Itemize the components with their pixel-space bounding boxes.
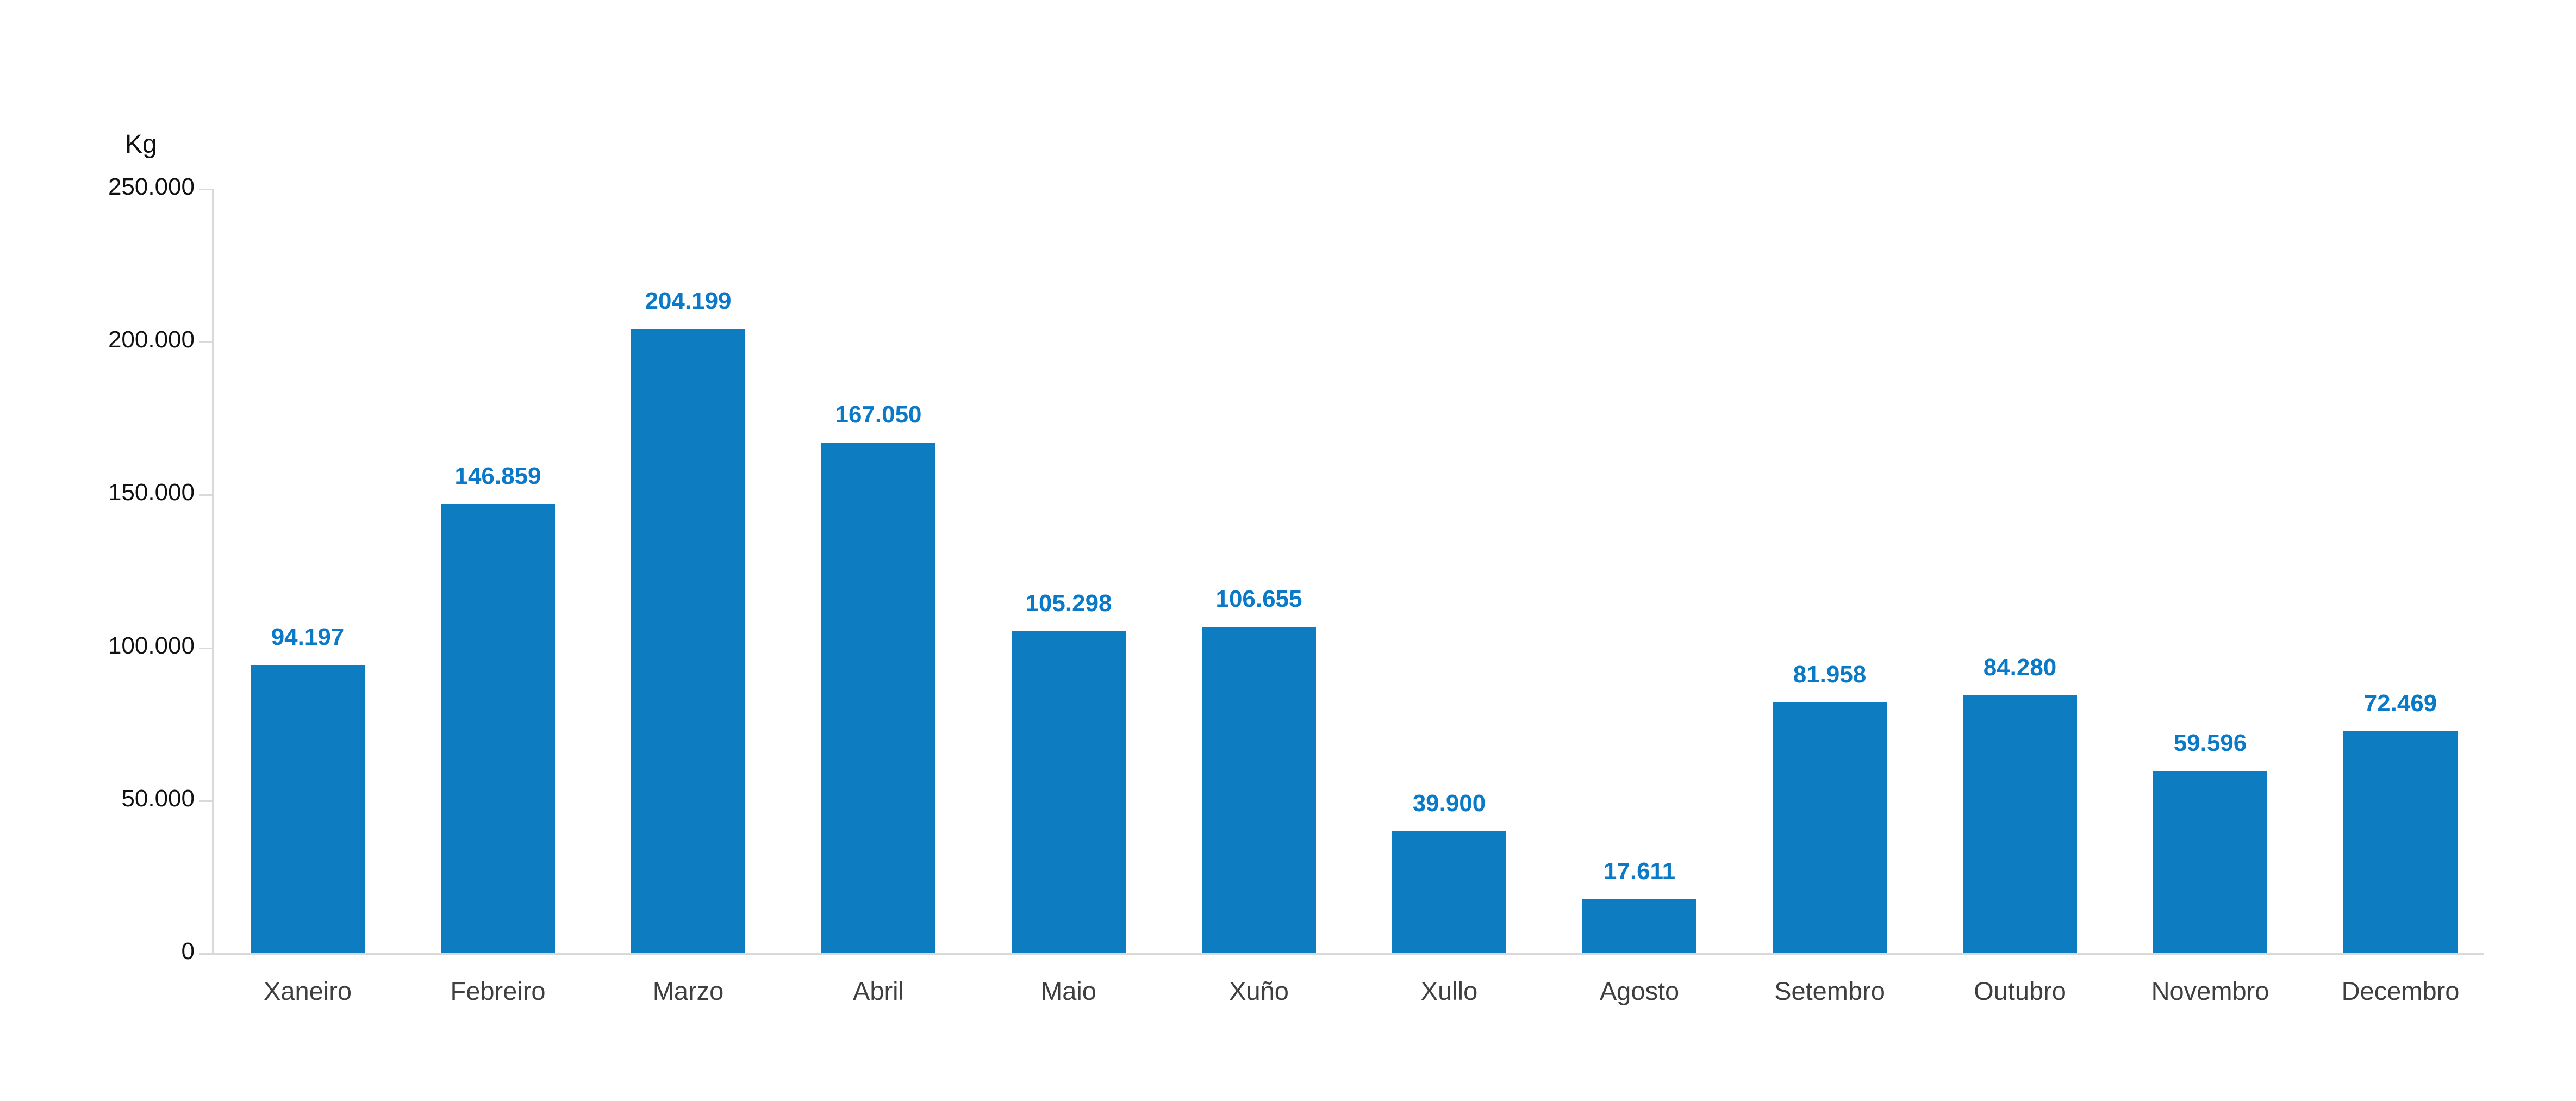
bar — [441, 504, 555, 953]
x-category-label: Febreiro — [450, 976, 546, 1005]
y-axis-title: Kg — [125, 130, 157, 159]
value-label: 84.280 — [1983, 654, 2057, 681]
value-label: 94.197 — [271, 624, 345, 650]
value-label: 72.469 — [2363, 690, 2437, 717]
bar — [251, 665, 365, 953]
x-category-label: Setembro — [1774, 976, 1885, 1005]
y-tick-label: 150.000 — [108, 479, 195, 506]
x-category-label: Abril — [852, 976, 905, 1005]
value-label: 167.050 — [835, 401, 922, 428]
x-category-label: Agosto — [1599, 976, 1680, 1005]
bar — [1012, 631, 1126, 953]
y-tick-label: 0 — [181, 938, 195, 965]
bar — [2343, 731, 2458, 953]
x-category-label: Novembro — [2151, 976, 2269, 1005]
y-tick-mark — [199, 189, 212, 190]
bar — [1392, 831, 1506, 953]
y-tick-label: 50.000 — [121, 785, 195, 812]
value-label: 81.958 — [1793, 661, 1867, 688]
y-tick-mark — [199, 494, 212, 496]
bar — [821, 443, 935, 953]
y-tick-label: 200.000 — [108, 326, 195, 353]
x-category-label: Maio — [1041, 976, 1096, 1005]
bar — [631, 329, 745, 953]
x-category-label: Xullo — [1420, 976, 1478, 1005]
y-tick-mark — [199, 953, 212, 955]
y-tick-mark — [199, 647, 212, 649]
bar — [1963, 695, 2077, 953]
y-tick-label: 250.000 — [108, 173, 195, 200]
bar — [2153, 771, 2267, 953]
value-label: 146.859 — [454, 463, 541, 489]
value-label: 204.199 — [645, 288, 732, 314]
y-axis-line — [212, 189, 214, 955]
value-label: 106.655 — [1215, 586, 1302, 612]
value-label: 39.900 — [1412, 790, 1486, 817]
x-category-label: Xaneiro — [264, 976, 352, 1005]
bar — [1773, 702, 1887, 953]
value-label: 105.298 — [1025, 590, 1112, 617]
bar — [1202, 627, 1316, 953]
y-tick-mark — [199, 341, 212, 344]
value-label: 17.611 — [1603, 858, 1676, 885]
x-category-label: Decembro — [2341, 976, 2460, 1005]
x-axis-line — [212, 953, 2484, 955]
y-tick-label: 100.000 — [108, 632, 195, 659]
value-label: 59.596 — [2173, 730, 2247, 756]
x-category-label: Marzo — [652, 976, 724, 1005]
bar — [1582, 899, 1696, 953]
x-category-label: Xuño — [1229, 976, 1289, 1005]
y-tick-mark — [199, 800, 212, 802]
x-category-label: Outubro — [1974, 976, 2066, 1005]
